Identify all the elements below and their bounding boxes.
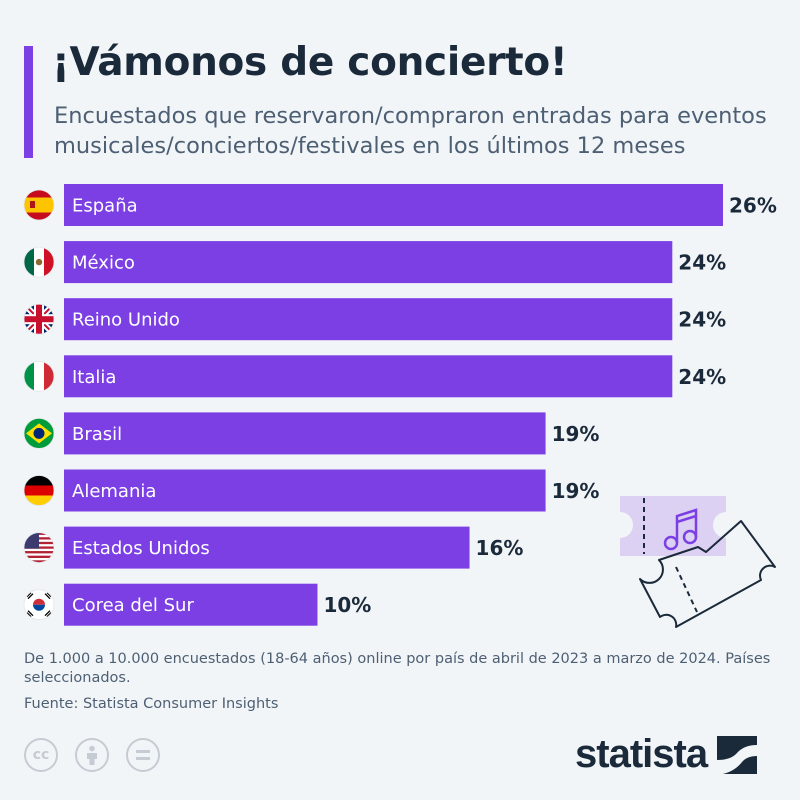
accent-bar (24, 46, 33, 158)
bar (64, 298, 673, 341)
value-label: 24% (678, 365, 726, 389)
value-label: 16% (476, 536, 524, 560)
chart-title: ¡Vámonos de concierto! (52, 40, 568, 85)
value-label: 26% (729, 194, 777, 218)
value-label: 19% (552, 479, 600, 503)
bar (64, 184, 723, 226)
category-label: Corea del Sur (72, 595, 194, 616)
category-label: Alemania (72, 481, 156, 502)
uk-flag-icon (23, 303, 55, 335)
cc-icon[interactable]: cc (24, 738, 58, 772)
statista-logo-icon (717, 735, 758, 774)
chart-subtitle: Encuestados que reservaron/compraron ent… (54, 103, 767, 159)
south-korea-flag-icon (23, 589, 55, 621)
value-label: 24% (678, 251, 726, 275)
category-label: México (72, 253, 135, 274)
mexico-flag-icon (23, 246, 55, 278)
ticket-front-perforation (675, 566, 698, 613)
footer-notes: De 1.000 a 10.000 encuestados (18-64 año… (24, 650, 784, 714)
brand-name: statista (575, 732, 708, 776)
germany-flag-icon (23, 475, 55, 506)
bar (64, 469, 546, 512)
source-note: Fuente: Statista Consumer Insights (24, 696, 279, 712)
bar (64, 526, 470, 569)
value-label: 10% (323, 593, 371, 617)
concert-ticket-illustration (620, 496, 776, 628)
no-derivatives-icon[interactable] (126, 738, 160, 772)
attribution-icon[interactable] (75, 738, 109, 772)
bar (64, 241, 673, 284)
bar (64, 412, 546, 455)
value-label: 19% (552, 422, 600, 446)
brazil-flag-icon (23, 417, 55, 449)
methodology-note: De 1.000 a 10.000 encuestados (18-64 año… (24, 651, 771, 686)
category-label: España (72, 196, 138, 217)
italy-flag-icon (23, 360, 55, 392)
license-icons: cc (24, 738, 160, 772)
bar (64, 583, 318, 626)
usa-flag-icon (23, 532, 55, 563)
ticket-back (620, 496, 726, 556)
music-note-icon (663, 508, 698, 551)
category-label: Estados Unidos (72, 538, 210, 559)
category-label: Reino Unido (72, 310, 180, 331)
bar (64, 355, 673, 398)
spain-flag-icon (23, 189, 55, 221)
category-label: Brasil (72, 424, 122, 445)
ticket-front (639, 520, 776, 628)
statista-logo[interactable]: statista (575, 732, 758, 777)
value-label: 24% (678, 308, 726, 332)
category-label: Italia (72, 367, 116, 388)
